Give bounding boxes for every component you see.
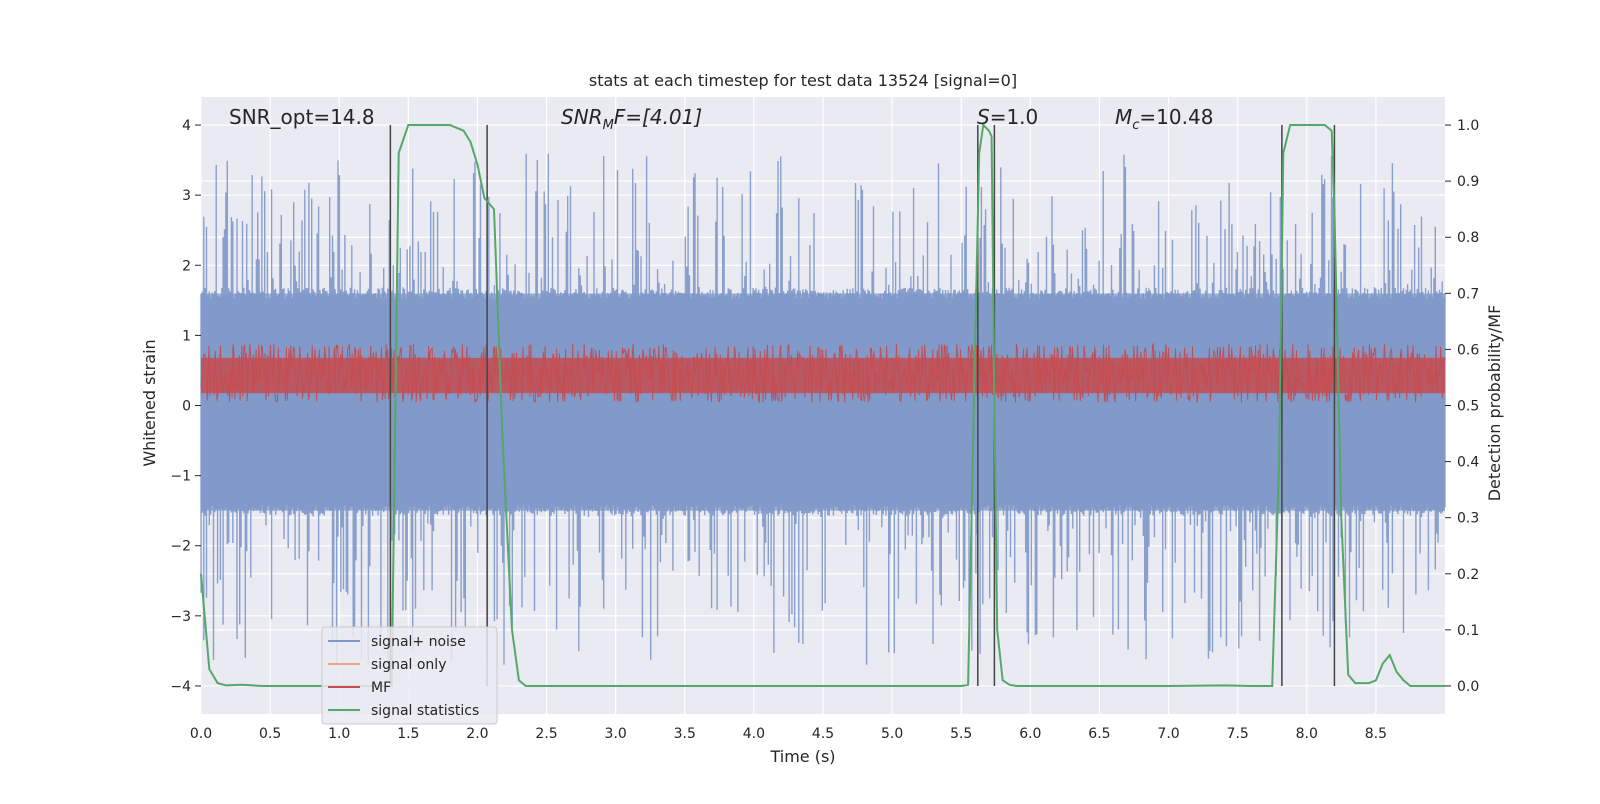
y-right-tick-label: 0.7: [1457, 286, 1479, 302]
y-tick-label: −3: [170, 609, 191, 625]
y-tick-label: 2: [182, 258, 191, 274]
y-right-tick-label: 0.9: [1457, 174, 1479, 190]
x-tick-label: 5.5: [950, 726, 972, 742]
x-tick-label: 7.0: [1157, 726, 1179, 742]
legend: signal+ noise signal only MF signal stat…: [321, 626, 498, 725]
y-right-tick-label: 0.4: [1457, 455, 1479, 471]
y-tick-label: 1: [182, 328, 191, 344]
x-tick-label: 8.5: [1365, 726, 1387, 742]
legend-label-signal-noise: signal+ noise: [371, 634, 466, 650]
x-tick-label: 0.5: [259, 726, 281, 742]
x-axis-label: Time (s): [769, 747, 835, 766]
x-tick-label: 3.5: [674, 726, 696, 742]
y-tick-label: −2: [170, 539, 191, 555]
x-tick-label: 7.5: [1227, 726, 1249, 742]
y-right-tick-label: 0.5: [1457, 399, 1479, 415]
mc-sub: c: [1132, 118, 1139, 133]
legend-label-signal-statistics: signal statistics: [371, 703, 479, 719]
y-right-tick-label: 0.8: [1457, 230, 1479, 246]
mf-series: [200, 342, 1446, 404]
y-right-tick-label: 0.6: [1457, 342, 1479, 358]
x-tick-label: 2.0: [466, 726, 488, 742]
mc-base: M: [1115, 105, 1132, 129]
mf-trace: [200, 342, 1446, 404]
x-tick-label: 4.5: [812, 726, 834, 742]
y-right-tick-label: 0.1: [1457, 623, 1479, 639]
snr-mf-rest: F=[4.01]: [614, 105, 702, 129]
x-tick-label: 0.0: [190, 726, 212, 742]
signal-noise-series: [200, 153, 1446, 665]
y-axis-label: Whitened strain: [140, 339, 159, 466]
x-tick-label: 4.0: [743, 726, 765, 742]
signal-statistics-series: [200, 122, 1445, 687]
x-tick-label: 6.5: [1088, 726, 1110, 742]
mc-value: =10.48: [1139, 105, 1213, 129]
legend-label-signal-only: signal only: [371, 657, 446, 673]
chart-title: stats at each timestep for test data 135…: [589, 71, 1017, 90]
y-axis-right-label: Detection probability/MF: [1485, 305, 1504, 502]
s-label: S: [977, 105, 990, 129]
x-tick-label: 6.0: [1019, 726, 1041, 742]
y-tick-label: 4: [182, 118, 191, 134]
y-right-tick-label: 0.3: [1457, 511, 1479, 527]
snr-mf-annotation: SNRMF=[4.01]: [561, 105, 702, 133]
x-tick-label: 1.0: [328, 726, 350, 742]
snr-opt-annotation: SNR_opt=14.8: [229, 105, 375, 129]
y-right-tick-label: 1.0: [1457, 118, 1479, 134]
y-axis-right-ticks: 0.0 0.1 0.2 0.3 0.4 0.5 0.6 0.7 0.8 0.9 1.0: [1445, 118, 1479, 695]
x-tick-label: 3.0: [605, 726, 627, 742]
y-tick-label: 3: [182, 188, 191, 204]
snr-mf-base: SNR: [561, 105, 603, 129]
y-axis-ticks: −4 −3 −2 −1 0 1 2 3 4: [170, 118, 201, 695]
legend-label-mf: MF: [371, 680, 391, 696]
x-tick-label: 8.0: [1296, 726, 1318, 742]
y-tick-label: 0: [182, 399, 191, 415]
snr-mf-sub: M: [603, 118, 614, 133]
y-right-tick-label: 0.0: [1457, 679, 1479, 695]
x-axis-ticks: 0.0 0.5 1.0 1.5 2.0 2.5 3.0 3.5 4.0 4.5 5.0 5.5 6.0 6…: [190, 726, 1387, 742]
y-tick-label: −1: [170, 469, 191, 485]
x-tick-label: 5.0: [881, 726, 903, 742]
x-tick-label: 2.5: [535, 726, 557, 742]
s-annotation: S=1.0: [977, 105, 1038, 129]
s-value: =1.0: [990, 105, 1039, 129]
y-right-tick-label: 0.2: [1457, 567, 1479, 583]
legend-box: [321, 626, 498, 725]
mc-annotation: Mc=10.48: [1115, 105, 1213, 133]
x-tick-label: 1.5: [397, 726, 419, 742]
signal-statistics-line: [200, 122, 1445, 687]
y-tick-label: −4: [170, 679, 191, 695]
